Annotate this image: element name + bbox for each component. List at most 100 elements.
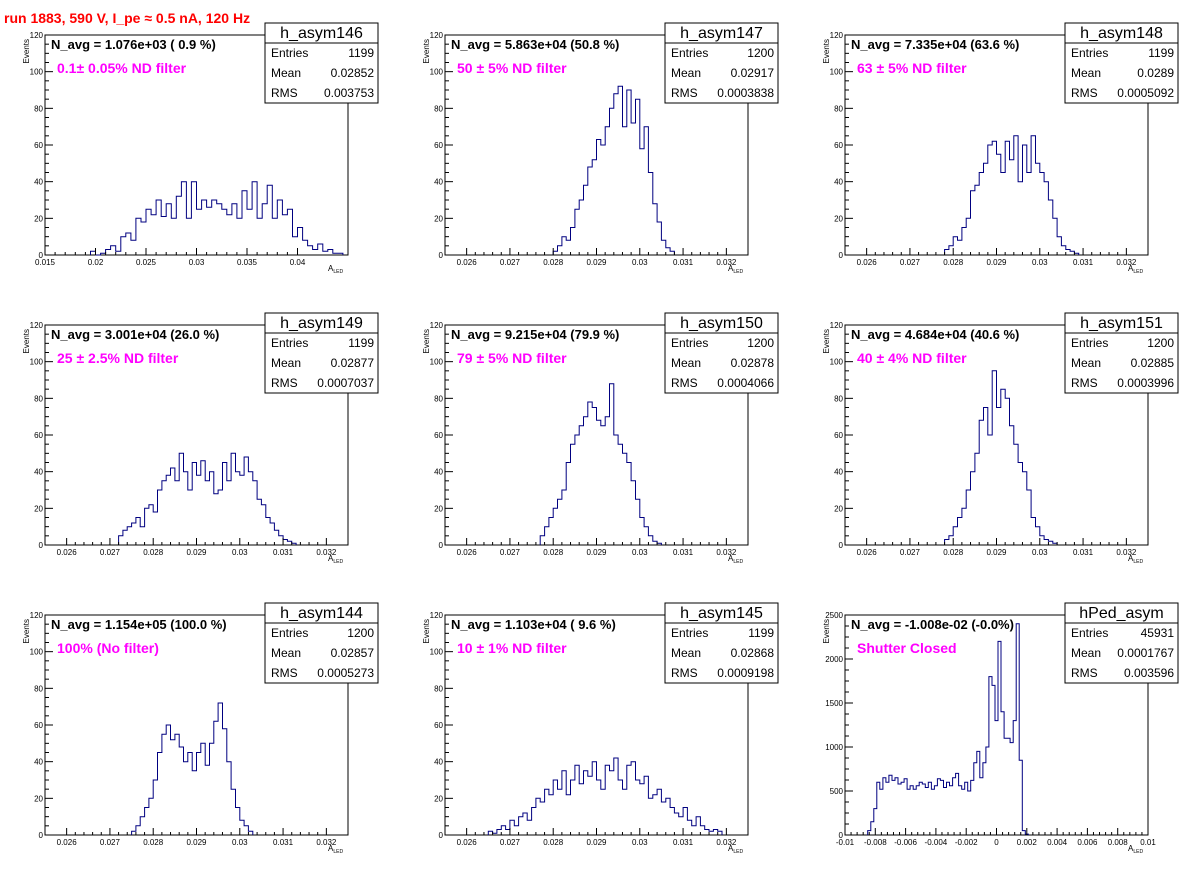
y-axis-label: Events: [422, 39, 431, 63]
x-tick-label: 0.02: [88, 258, 104, 267]
histogram-series: [131, 702, 254, 835]
stats-value: 1200: [747, 46, 774, 60]
stats-value: 0.02878: [731, 356, 775, 370]
stats-value: 0.02852: [331, 66, 375, 80]
y-tick-label: 100: [430, 68, 444, 77]
y-tick-label: 0: [439, 251, 444, 260]
filter-annotation: 100% (No filter): [57, 640, 159, 656]
x-tick-label: -0.008: [864, 838, 887, 847]
x-tick-label: 0.01: [1140, 838, 1156, 847]
stats-label: Entries: [671, 336, 708, 350]
histogram-name: h_asym151: [1080, 315, 1163, 332]
x-tick-label: 0.026: [857, 258, 878, 267]
stats-label: Entries: [671, 626, 708, 640]
stats-label: Entries: [271, 626, 308, 640]
x-tick-label: 0.031: [1073, 548, 1094, 557]
navg-annotation: N_avg = -1.008e-02 (-0.0%): [851, 617, 1014, 632]
stats-label: Entries: [1071, 626, 1108, 640]
x-tick-label: 0.031: [273, 838, 294, 847]
x-axis-label-sub: LED: [333, 849, 343, 855]
histogram-panel: 0.026 0.027 0.028 0.029 0.03 0.031 0.032 0 20 40 6…: [422, 22, 779, 275]
stats-box: [264, 622, 379, 684]
x-axis-label: ALED: [328, 554, 343, 565]
histogram-name: h_asym147: [680, 25, 763, 42]
x-tick-label: 0.027: [500, 258, 521, 267]
filter-annotation: 40 ± 4% ND filter: [857, 350, 967, 366]
x-axis-label-sub: LED: [733, 849, 743, 855]
y-tick-label: 40: [34, 758, 43, 767]
x-tick-label: 0.026: [57, 548, 78, 557]
histogram-panel: 0.026 0.027 0.028 0.029 0.03 0.031 0.032 0 20 40 6…: [422, 602, 779, 855]
x-axis-label: ALED: [728, 844, 743, 855]
stats-label: Mean: [271, 646, 301, 660]
stats-label: Entries: [1071, 46, 1108, 60]
y-tick-label: 120: [430, 611, 444, 620]
y-tick-label: 60: [834, 141, 843, 150]
y-tick-label: 100: [30, 648, 44, 657]
x-axis-label: ALED: [328, 844, 343, 855]
y-tick-label: 0: [439, 831, 444, 840]
x-tick-label: 0.03: [1032, 258, 1048, 267]
histogram-name: h_asym149: [280, 315, 363, 332]
y-tick-label: 0: [839, 251, 844, 260]
y-tick-label: 80: [34, 104, 43, 113]
x-tick-label: 0.031: [673, 548, 694, 557]
stats-label: RMS: [271, 376, 298, 390]
x-tick-label: 0.027: [500, 838, 521, 847]
x-axis-label-main: A: [728, 264, 734, 273]
x-tick-label: 0.027: [900, 548, 921, 557]
stats-value: 0.02917: [731, 66, 775, 80]
stats-label: Mean: [671, 646, 701, 660]
x-axis-label: ALED: [728, 264, 743, 275]
x-tick-label: 0.027: [100, 838, 121, 847]
x-axis-label-sub: LED: [333, 269, 343, 275]
y-tick-label: 40: [834, 178, 843, 187]
y-tick-label: 100: [430, 358, 444, 367]
histogram-name: h_asym148: [1080, 25, 1163, 42]
stats-box: [264, 42, 379, 104]
x-tick-label: 0.031: [1073, 258, 1094, 267]
y-tick-label: 20: [834, 504, 843, 513]
stats-value: 0.0001767: [1117, 646, 1174, 660]
x-axis-label-main: A: [328, 554, 334, 563]
y-tick-label: 120: [430, 31, 444, 40]
stats-label: Entries: [271, 46, 308, 60]
stats-value: 0.02885: [1131, 356, 1175, 370]
y-tick-label: 1000: [825, 743, 843, 752]
x-tick-label: 0.03: [232, 838, 248, 847]
y-tick-label: 40: [34, 468, 43, 477]
y-tick-label: 80: [434, 104, 443, 113]
stats-box: [1064, 332, 1179, 394]
x-tick-label: 0.028: [943, 548, 964, 557]
x-tick-label: 0.026: [57, 838, 78, 847]
histogram-panel: 0.026 0.027 0.028 0.029 0.03 0.031 0.032 0 20 40 6…: [822, 22, 1179, 275]
navg-annotation: N_avg = 9.215e+04 (79.9 %): [451, 327, 619, 342]
x-tick-label: -0.006: [894, 838, 917, 847]
stats-label: RMS: [271, 86, 298, 100]
stats-label: RMS: [1071, 86, 1098, 100]
stats-box: [664, 622, 779, 684]
y-tick-label: 2000: [825, 655, 843, 664]
x-tick-label: 0.028: [143, 548, 164, 557]
histogram-panel: 0.026 0.027 0.028 0.029 0.03 0.031 0.032 0 20 40 6…: [422, 312, 779, 565]
x-axis-label-main: A: [1128, 554, 1134, 563]
x-tick-label: 0.028: [143, 838, 164, 847]
x-tick-label: 0.026: [457, 258, 478, 267]
x-axis-label: ALED: [328, 264, 343, 275]
stats-label: Mean: [271, 356, 301, 370]
y-tick-label: 60: [434, 721, 443, 730]
y-tick-label: 100: [830, 68, 844, 77]
y-tick-label: 60: [834, 431, 843, 440]
histogram-series: [944, 370, 1058, 545]
y-tick-label: 20: [434, 504, 443, 513]
x-tick-label: 0.029: [186, 548, 207, 557]
y-tick-label: 20: [834, 214, 843, 223]
x-tick-label: 0.03: [1032, 548, 1048, 557]
x-tick-label: 0.026: [857, 548, 878, 557]
stats-label: Mean: [1071, 66, 1101, 80]
stats-value: 0.02857: [331, 646, 375, 660]
histogram-name: h_asym145: [680, 605, 763, 622]
x-tick-label: 0.029: [586, 838, 607, 847]
page-title: run 1883, 590 V, I_pe ≈ 0.5 nA, 120 Hz: [4, 10, 251, 26]
x-tick-label: 0.029: [586, 258, 607, 267]
